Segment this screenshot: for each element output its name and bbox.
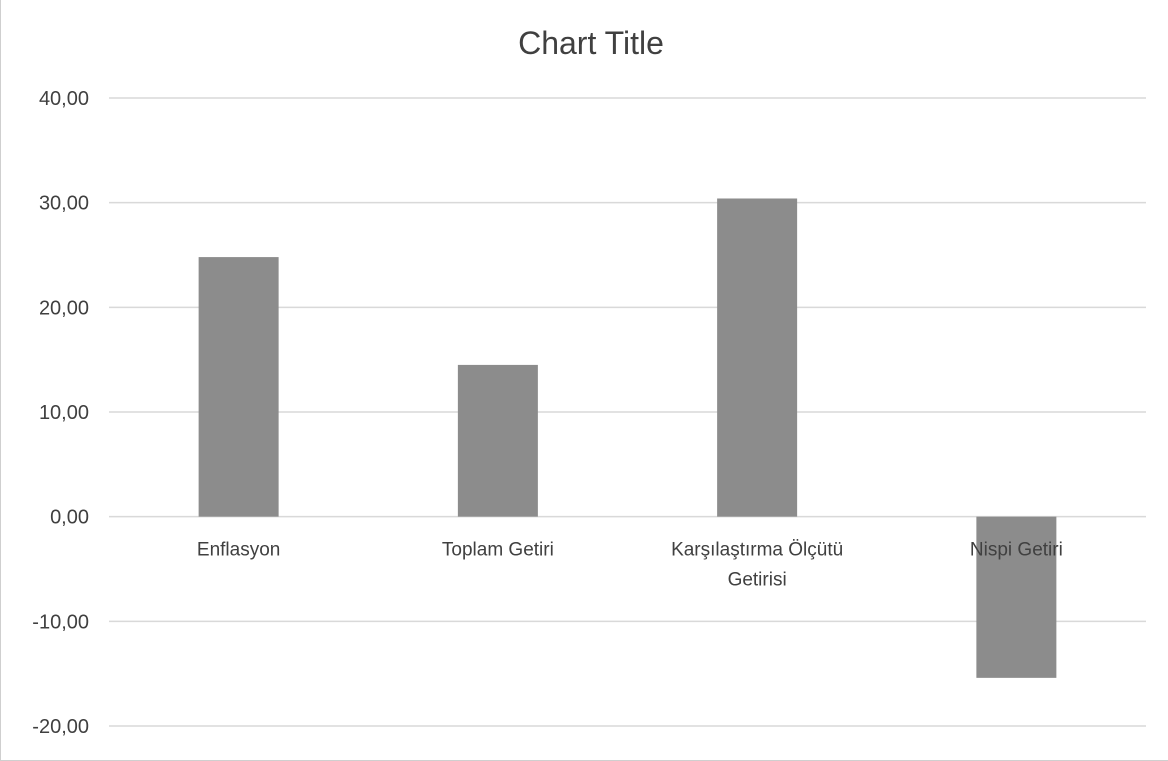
category-label: Toplam Getiri	[442, 540, 554, 561]
chart-title: Chart Title	[518, 25, 664, 61]
y-tick-label: 20,00	[39, 297, 89, 319]
category-label: Enflasyon	[197, 540, 280, 561]
category-label: Karşılaştırma Ölçütü Getirisi	[671, 540, 843, 591]
y-tick-label: 40,00	[39, 88, 89, 110]
y-tick-label: 10,00	[39, 402, 89, 424]
y-tick-label: -10,00	[32, 611, 89, 633]
y-tick-label: -20,00	[32, 716, 89, 738]
x-axis-categories: Enflasyon Toplam Getiri Karşılaştırma Ölçü…	[197, 540, 1063, 591]
y-tick-label: 0,00	[50, 507, 89, 529]
bar	[717, 198, 798, 517]
gridlines	[109, 97, 1146, 727]
y-tick-label: 30,00	[39, 193, 89, 215]
bar	[198, 257, 279, 517]
bar	[976, 516, 1057, 678]
bar	[457, 364, 538, 517]
category-label: Nispi Getiri	[970, 540, 1063, 561]
bars	[198, 198, 1057, 678]
y-axis-ticks: -20,00 -10,00 0,00 10,00 20,00 30,00 40,00	[32, 88, 89, 738]
